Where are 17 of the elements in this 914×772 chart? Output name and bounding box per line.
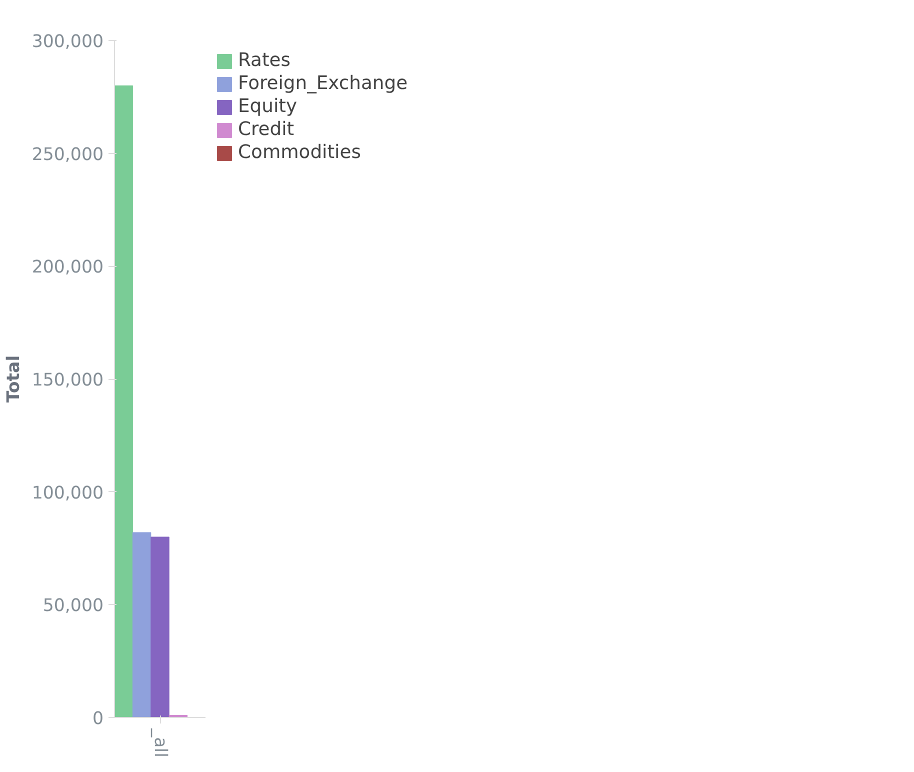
legend-label: Equity bbox=[238, 96, 297, 117]
y-tick-label: 50,000 bbox=[42, 596, 104, 616]
bar bbox=[114, 85, 133, 718]
legend-label: Credit bbox=[238, 119, 294, 140]
y-axis-title: Total bbox=[4, 355, 24, 403]
bar bbox=[132, 532, 152, 718]
y-tick-label: 150,000 bbox=[32, 370, 104, 390]
y-tick-label: 300,000 bbox=[32, 32, 104, 52]
y-tick-label: 250,000 bbox=[32, 144, 104, 165]
legend-label: Foreign_Exchange bbox=[238, 73, 408, 94]
bar bbox=[150, 536, 170, 718]
y-tick-label: 0 bbox=[92, 709, 104, 729]
y-tick-label: 200,000 bbox=[32, 258, 104, 278]
y-tick-label: 100,000 bbox=[32, 483, 104, 504]
legend-label: Rates bbox=[238, 50, 290, 71]
legend-label: Commodities bbox=[238, 142, 361, 163]
x-tick-label: _all bbox=[150, 728, 170, 758]
